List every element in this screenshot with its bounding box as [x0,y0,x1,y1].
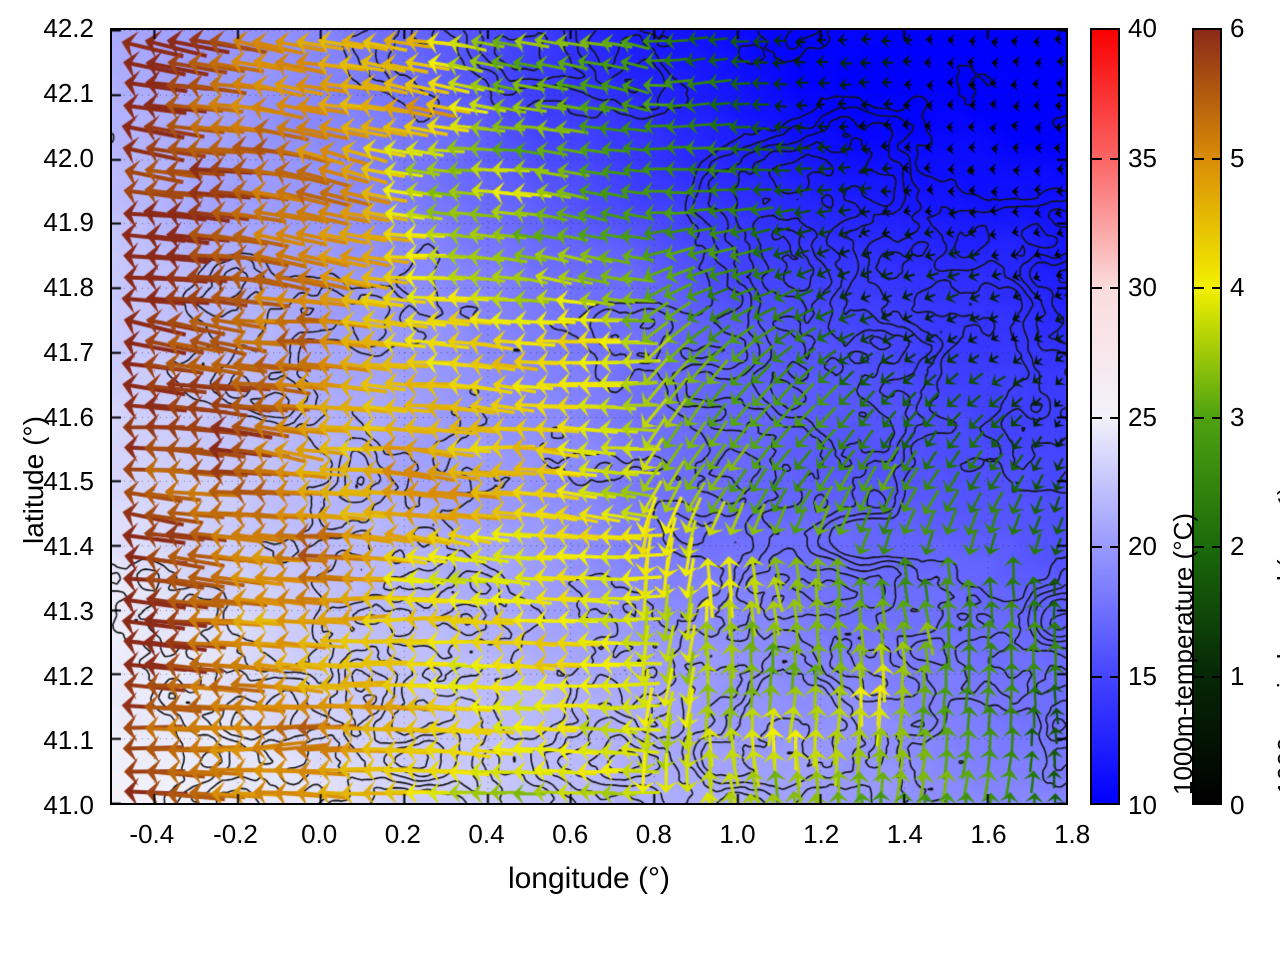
x-axis-title: longitude (°) [507,862,671,895]
colorbar-tick-label: 30 [1128,272,1157,302]
colorbar-tick-label: 20 [1128,531,1157,561]
colorbar-tick-mark [1212,546,1222,548]
colorbar-title: 1000m-temperature (°C) [1168,512,1198,795]
colorbar-tick-label: 35 [1128,142,1157,173]
x-tick-label: 1.2 [803,819,840,849]
colorbar-tick-mark [1110,287,1120,289]
y-tick-label: 41.1 [43,725,94,756]
map-canvas [112,30,1066,803]
colorbar-tick-label: 40 [1128,13,1157,43]
colorbar-tick-mark [1212,287,1222,289]
colorbar-tick-mark [1092,416,1102,419]
colorbar-tick-mark [1092,287,1102,289]
x-tick-label: -0.4 [129,819,175,849]
plot-area [110,28,1068,805]
colorbar-tick-label: 10 [1128,790,1157,820]
x-tick-label: 0.6 [552,819,589,849]
y-tick-label: 41.5 [43,466,94,497]
colorbar-tick-mark [1194,287,1204,289]
x-tick-label: 1.4 [886,819,923,849]
x-tick-label: -0.2 [213,819,258,849]
colorbar-tick-mark [1092,675,1102,678]
colorbar-tick-mark [1092,157,1102,160]
colorbar-title: 1000m-wind speed (m s⁻¹) [1272,486,1280,796]
y-tick-label: 42.2 [43,13,94,43]
colorbar-tick-mark [1212,416,1222,419]
x-tick-label: 0.0 [301,819,338,849]
y-tick-label: 42.1 [43,77,94,108]
colorbar-tick-label: 3 [1230,401,1245,432]
colorbar-tick-label: 25 [1128,401,1157,432]
y-tick-label: 41.6 [43,401,94,432]
y-tick-label: 41.3 [43,595,94,626]
colorbar-tick-mark [1194,675,1204,678]
y-tick-label: 41.4 [43,531,94,561]
y-tick-label: 41.8 [43,272,94,302]
colorbar-tick-mark [1110,675,1120,678]
colorbar-tick-label: 6 [1230,13,1245,43]
x-tick-label: 1.8 [1054,819,1091,849]
colorbar-tick-label: 15 [1128,660,1157,691]
colorbar-tick-mark [1212,157,1222,160]
colorbar-tick-label: 1 [1230,660,1245,691]
x-tick-label: 0.8 [635,819,672,849]
colorbar-tick-label: 5 [1230,142,1245,173]
y-tick-label: 42.0 [43,142,94,173]
x-tick-label: 0.2 [384,819,421,849]
colorbar-tick-mark [1194,157,1204,160]
y-tick-label: 41.0 [43,790,94,820]
y-tick-label: 41.2 [43,660,94,691]
colorbar-tick-mark [1110,157,1120,160]
colorbar-tick-mark [1110,546,1120,548]
x-tick-label: 1.0 [719,819,756,849]
y-tick-label: 41.9 [43,207,94,238]
colorbar-tick-mark [1194,416,1204,419]
colorbar-tick-mark [1212,675,1222,678]
colorbar-tick-label: 4 [1230,272,1245,302]
colorbar-tick-mark [1092,546,1102,548]
y-tick-label: 41.7 [43,336,94,367]
x-tick-label: 1.6 [970,819,1007,849]
x-tick-label: 0.4 [468,819,505,849]
colorbar-tick-mark [1110,416,1120,419]
colorbar-tick-mark [1194,546,1204,548]
colorbar-tick-label: 0 [1230,790,1245,820]
y-axis-title: latitude (°) [18,416,49,544]
colorbar-tick-label: 2 [1230,531,1245,561]
